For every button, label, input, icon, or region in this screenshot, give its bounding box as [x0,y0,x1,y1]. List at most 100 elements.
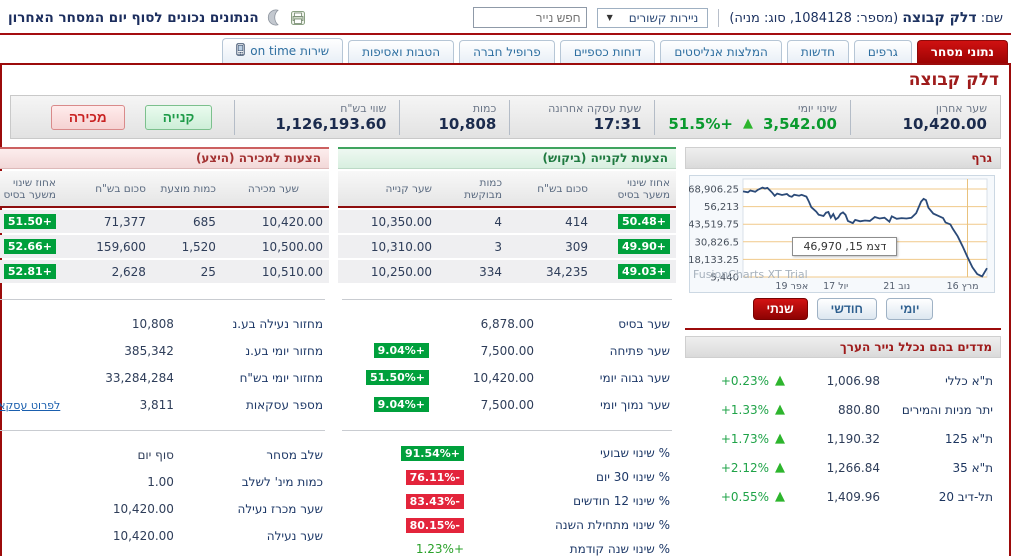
svg-text:נוב 21: נוב 21 [883,281,910,292]
security-identity: שם: דלק קבוצה (מספר: 1084128, סוג: מניה)… [472,7,1003,28]
index-row: תל-דיב 20 1,409.96 ▲ +0.55% [685,482,1001,511]
tab[interactable]: שירות on time [222,38,344,64]
sell-offer-row: 10,420.00 685 71,377 +51.50 [0,210,329,233]
up-arrow-icon: ▲ [775,431,785,446]
index-change-percent: +1.73% [720,431,769,446]
quantity-cell: 334 [479,264,502,279]
svg-text:68,906.25: 68,906.25 [689,185,739,196]
stat-label: % שינוי 30 יום [596,470,670,484]
trade-actions: קנייה מכירה [29,104,235,130]
mobile-phone-icon [236,43,245,59]
index-change: ▲ +0.55% [693,490,785,504]
chart-panel-header: גרף [685,147,1001,169]
last-trade-time-field: שעת עסקה אחרונה 17:31 [509,99,654,135]
column-header: אחוז שינוי משער בסיס [3,176,56,201]
tab[interactable]: הטבות ואסיפות [348,40,455,64]
amount-cell: 309 [565,239,588,254]
svg-text:43,519.75: 43,519.75 [689,220,739,231]
chart-period-button[interactable]: שנתי [752,298,808,320]
search-security-input[interactable] [472,7,587,28]
index-name: ת"א 125 [944,431,993,446]
tab-label: המלצות אנליסטים [674,45,768,59]
indices-list: ת"א כללי 1,006.98 ▲ +0.23% יתר מניות והמ… [685,358,1001,511]
tab[interactable]: גרפים [853,40,912,64]
index-value: 1,006.98 [826,373,880,388]
up-arrow-icon: ▲ [775,402,785,417]
price-cell: 10,420.00 [261,214,323,229]
stat-value: 10,808 [131,316,174,331]
buy-offers-title: הצעות לקנייה (ביקוש) [338,147,676,169]
stat-label: שלב מסחר [266,447,323,462]
up-arrow-icon: ▲ [775,460,785,475]
tab[interactable]: פרופיל חברה [459,40,555,64]
chart-period-buttons: יומי חודשי שנתי [685,295,1001,328]
tab[interactable]: חדשות [786,40,849,64]
tab[interactable]: המלצות אנליסטים [660,40,782,64]
stat-row: מחזור יומי בע.נ 385,342 [0,337,329,364]
index-change: ▲ +1.33% [693,403,785,417]
divider [685,328,1001,330]
stat-row: שער נמוך יומי 7,500.00 +9.04% [338,391,676,418]
change-badge: +1.23% [415,542,464,556]
svg-text:5,440: 5,440 [710,273,739,284]
print-icon[interactable] [290,10,306,26]
svg-text:אפר 19: אפר 19 [775,281,808,292]
stat-row: שער בסיס 6,878.00 [338,310,676,337]
related-securities-dropdown[interactable]: ניירות קשורים ▼ [596,7,709,28]
stat-label: % שינוי מתחילת השנה [554,518,670,532]
index-row: ת"א 35 1,266.84 ▲ +2.12% [685,453,1001,482]
up-arrow-icon: ▲ [775,489,785,504]
change-badge: +9.04% [373,397,429,412]
tab-label: פרופיל חברה [473,45,541,59]
tab[interactable]: נתוני מסחר [916,40,1008,64]
amount-cell: 2,628 [111,264,146,279]
amount-cell: 71,377 [103,214,146,229]
last-price-field: שער אחרון 10,420.00 [850,99,1000,135]
tab[interactable]: דוחות כספיים [559,40,656,64]
tab-label: גרפים [867,45,898,59]
stat-row: % שינוי מתחילת השנה -80.15% [338,513,676,537]
price-cell: 10,500.00 [261,239,323,254]
change-stats: % שינוי שבועי +91.54% % שינוי 30 יום -76… [338,441,676,556]
chart-period-button[interactable]: יומי [885,298,934,320]
buy-column: הצעות לקנייה (ביקוש) אחוז שינוי משער בסי… [338,147,676,556]
svg-text:יול 17: יול 17 [823,281,848,292]
stat-row: שער פתיחה 7,500.00 +9.04% [338,337,676,364]
chart-column: גרף 68,906.25 56,213 43,519.75 30,826.5 18,1… [685,147,1001,556]
stat-row: שלב מסחר סוף יום [0,441,329,468]
chart-tooltip: דצמ 15, 46,970 [792,237,898,257]
sell-button[interactable]: מכירה [50,104,125,130]
svg-text:מרץ 16: מרץ 16 [947,281,979,292]
change-badge: +49.03 [617,264,670,279]
quantity-cell: 4 [494,214,502,229]
divider [342,299,672,300]
page-title: דלק קבוצה [908,70,999,90]
tab-label: נתוני מסחר [930,45,994,59]
stat-value: 33,284,284 [105,370,174,385]
index-change-percent: +0.23% [720,373,769,388]
security-meta: (מספר: 1084128, סוג: מניה) [729,10,899,26]
buy-button[interactable]: קנייה [144,104,213,130]
data-freshness-note: הנתונים נכונים לסוף יום המסחר האחרון [8,9,259,26]
chart-period-button[interactable]: חודשי [816,298,877,320]
stat-row: % שינוי שבועי +91.54% [338,441,676,465]
stat-label: מספר עסקאות [245,397,323,412]
stat-label: שער מכרז נעילה [237,501,324,516]
stat-row: מחזור יומי בש"ח 33,284,284 [0,364,329,391]
stat-row: % שינוי שנה קודמת +1.23% [338,537,676,556]
daily-change-field: שינוי יומי 3,542.00 ▲ +51.5% [654,99,850,135]
stat-row: % שינוי 30 יום -76.11% [338,465,676,489]
svg-text:56,213: 56,213 [704,202,739,213]
change-badge: +91.54% [400,445,464,461]
sell-offers-title: הצעות למכירה (היצע) [0,147,329,169]
sell-offers-table: הצעות למכירה (היצע) שער מכירה כמות מוצעת… [0,147,329,283]
index-name: תל-דיב 20 [938,489,993,504]
stat-value: 7,500.00 [480,343,534,358]
stat-label: % שינוי שבועי [600,446,670,460]
index-change: ▲ +0.23% [693,374,785,388]
indices-panel-header: מדדים בהם נכלל נייר הערך [685,336,1001,358]
transactions-detail-link[interactable]: לפרוט עסקאות [0,398,61,412]
change-badge: -76.11% [405,469,464,485]
daily-change-label: שינוי יומי [798,101,837,115]
stat-label: שער נעילה [266,528,323,543]
